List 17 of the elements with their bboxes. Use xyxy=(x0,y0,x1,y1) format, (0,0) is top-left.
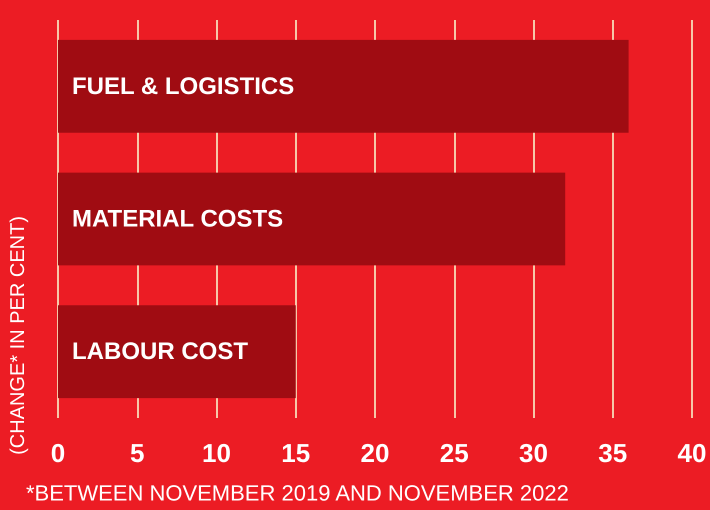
x-tick-label: 25 xyxy=(440,438,469,468)
x-tick-label: 20 xyxy=(360,438,390,468)
x-tick-label: 10 xyxy=(202,438,231,468)
x-tick-label: 35 xyxy=(598,438,628,468)
x-tick-label: 40 xyxy=(678,438,706,468)
y-axis-title: (CHANGE* IN PER CENT) xyxy=(7,216,29,455)
y-tick-label: FUEL & LOGISTICS xyxy=(72,72,294,100)
y-tick-label: MATERIAL COSTS xyxy=(72,206,284,232)
bar xyxy=(58,305,296,398)
x-tick-label: 5 xyxy=(130,438,144,468)
x-tick-label: 15 xyxy=(281,438,310,468)
bar xyxy=(58,172,566,266)
x-tick-label: 30 xyxy=(519,438,548,468)
y-tick-label: LABOUR COST xyxy=(72,338,248,366)
x-tick-label: 0 xyxy=(50,438,66,468)
text: *BETWEEN NOVEMBER 2019 AND NOVEMBER 2022 xyxy=(26,480,569,506)
bar xyxy=(58,40,629,133)
